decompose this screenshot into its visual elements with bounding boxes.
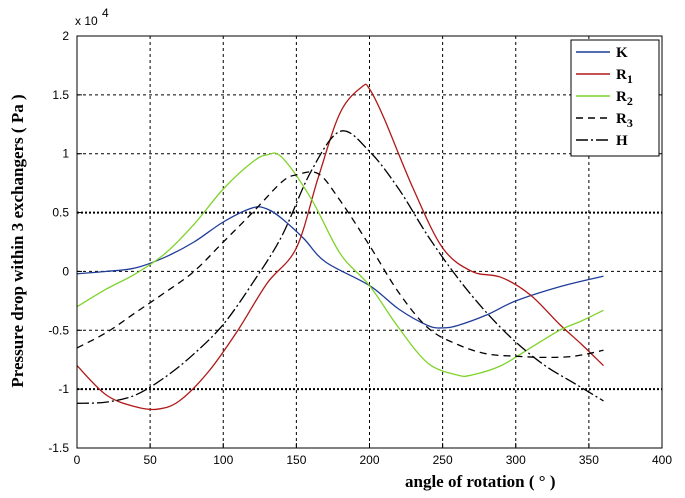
- y-axis-label: Pressure drop within 3 exchangers ( Pa ): [8, 94, 27, 387]
- y-multiplier-label: x 10: [75, 14, 98, 28]
- y-tick-label: 0: [62, 264, 69, 278]
- x-tick-label: 400: [652, 453, 672, 467]
- legend-box: [570, 39, 660, 157]
- y-tick-label: 0.5: [52, 206, 69, 220]
- x-tick-label: 350: [579, 453, 599, 467]
- x-tick-label: 200: [359, 453, 379, 467]
- x-tick-label: 300: [506, 453, 526, 467]
- x-tick-label: 0: [74, 453, 81, 467]
- series-line-h: [76, 130, 604, 404]
- series-lines: [76, 83, 604, 411]
- legend-label-r3: R3: [616, 111, 633, 130]
- y-tick-label: 2: [62, 29, 69, 43]
- legend-label-r1: R1: [616, 67, 633, 86]
- y-tick-label: -0.5: [48, 323, 69, 337]
- series-line-r1: [76, 83, 604, 411]
- x-tick-label: 50: [143, 453, 157, 467]
- y-tick-label: -1: [58, 382, 69, 396]
- series-line-r2: [76, 152, 604, 377]
- legend: K R1 R2 R3 H: [570, 39, 660, 157]
- grid-lines: [76, 35, 663, 449]
- y-tick-label: 1: [62, 147, 69, 161]
- series-line-k: [76, 206, 604, 329]
- x-axis-label: angle of rotation ( ° ): [405, 472, 556, 491]
- y-multiplier-exponent: 4: [102, 6, 109, 20]
- legend-label-k: K: [616, 45, 628, 61]
- legend-label-r2: R2: [616, 89, 633, 108]
- tick-labels: 0 50 100 150 200 250 300 350 400 -1.5 -1 -0.5 0 0.5 1 1…: [48, 29, 672, 467]
- x-tick-label: 250: [433, 453, 453, 467]
- y-tick-label: 1.5: [52, 88, 69, 102]
- legend-label-h: H: [616, 133, 628, 149]
- x-tick-label: 100: [213, 453, 233, 467]
- x-tick-label: 150: [286, 453, 306, 467]
- plot-frame: [76, 35, 663, 449]
- y-tick-label: -1.5: [48, 441, 69, 455]
